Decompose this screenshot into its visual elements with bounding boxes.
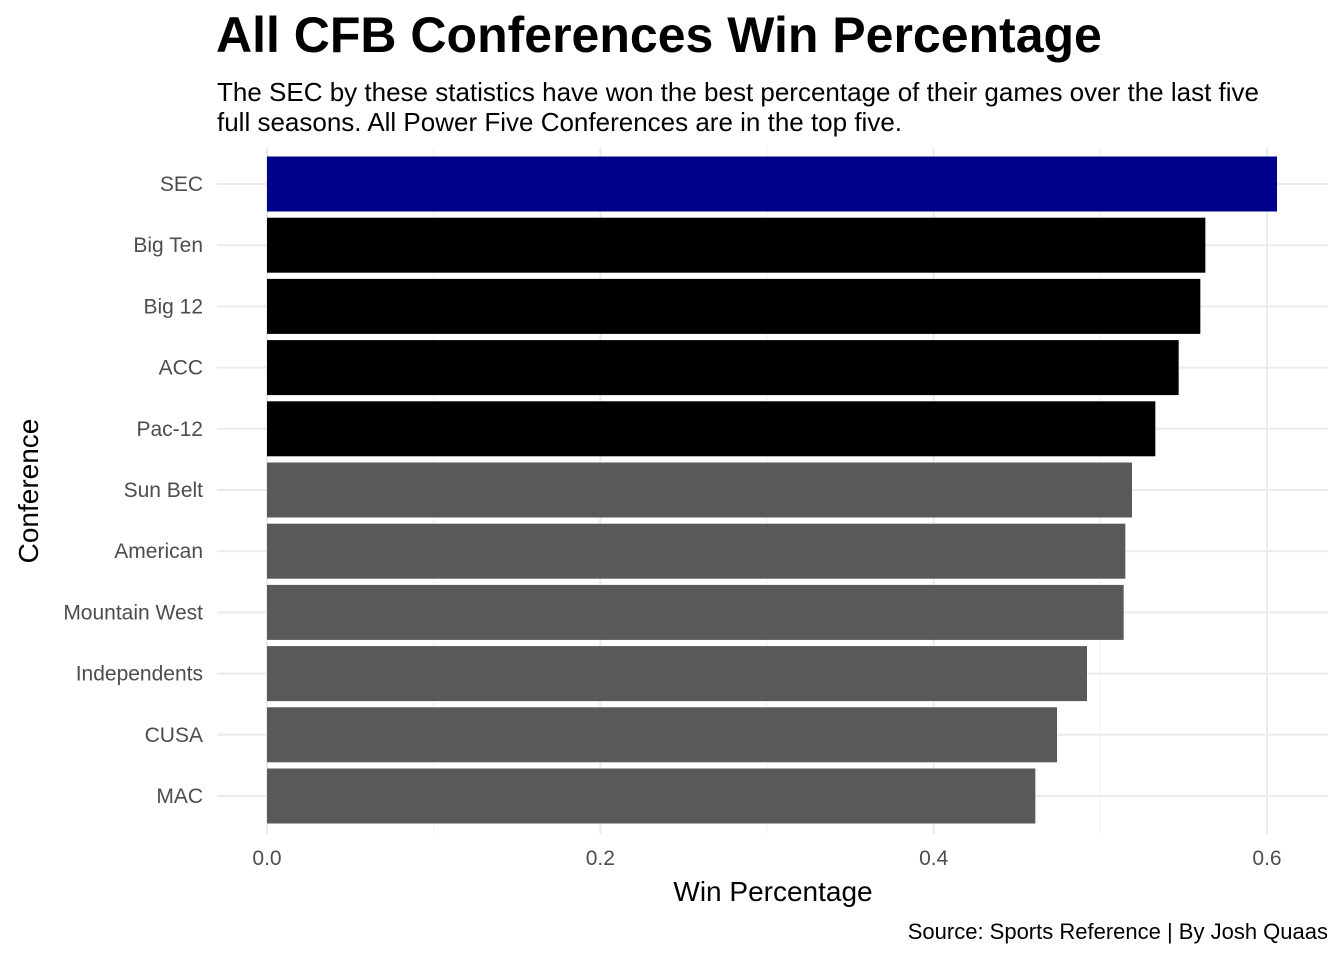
chart-subtitle: The SEC by these statistics have won the… — [217, 77, 1259, 137]
y-tick-label: Sun Belt — [124, 479, 204, 502]
y-tick-label: American — [114, 540, 203, 563]
x-tick-label: 0.2 — [586, 847, 615, 870]
x-tick-labels: 0.0 0.2 0.4 0.6 — [252, 847, 1281, 870]
y-tick-label: ACC — [159, 357, 203, 380]
y-tick-label: Independents — [76, 663, 203, 686]
bar-mac — [267, 768, 1036, 824]
x-tick-label: 0.4 — [919, 847, 949, 870]
bar-big-12 — [267, 278, 1201, 334]
bars — [267, 156, 1277, 824]
bar-pac-12 — [267, 401, 1156, 457]
bar-american — [267, 523, 1126, 579]
bar-mountain-west — [267, 584, 1124, 640]
bar-acc — [267, 340, 1179, 396]
chart-title: All CFB Conferences Win Percentage — [216, 7, 1102, 63]
y-tick-label: Big 12 — [143, 295, 203, 318]
bar-sec — [267, 156, 1277, 212]
y-tick-label: SEC — [160, 173, 203, 196]
x-tick-label: 0.0 — [252, 847, 281, 870]
y-tick-label: Pac-12 — [136, 418, 203, 441]
bar-cusa — [267, 707, 1057, 763]
y-axis-title: Conference — [13, 419, 44, 564]
y-tick-label: Big Ten — [133, 234, 203, 257]
chart-caption: Source: Sports Reference | By Josh Quaas — [907, 919, 1328, 944]
y-tick-label: MAC — [156, 785, 203, 808]
bar-independents — [267, 646, 1087, 702]
bar-big-ten — [267, 217, 1206, 273]
y-tick-labels: SEC Big Ten Big 12 ACC Pac-12 Sun Belt America… — [63, 173, 203, 808]
x-axis-title: Win Percentage — [673, 876, 872, 907]
y-tick-label: CUSA — [145, 724, 203, 747]
bar-sun-belt — [267, 462, 1132, 518]
x-tick-label: 0.6 — [1252, 847, 1281, 870]
y-tick-label: Mountain West — [63, 601, 203, 624]
